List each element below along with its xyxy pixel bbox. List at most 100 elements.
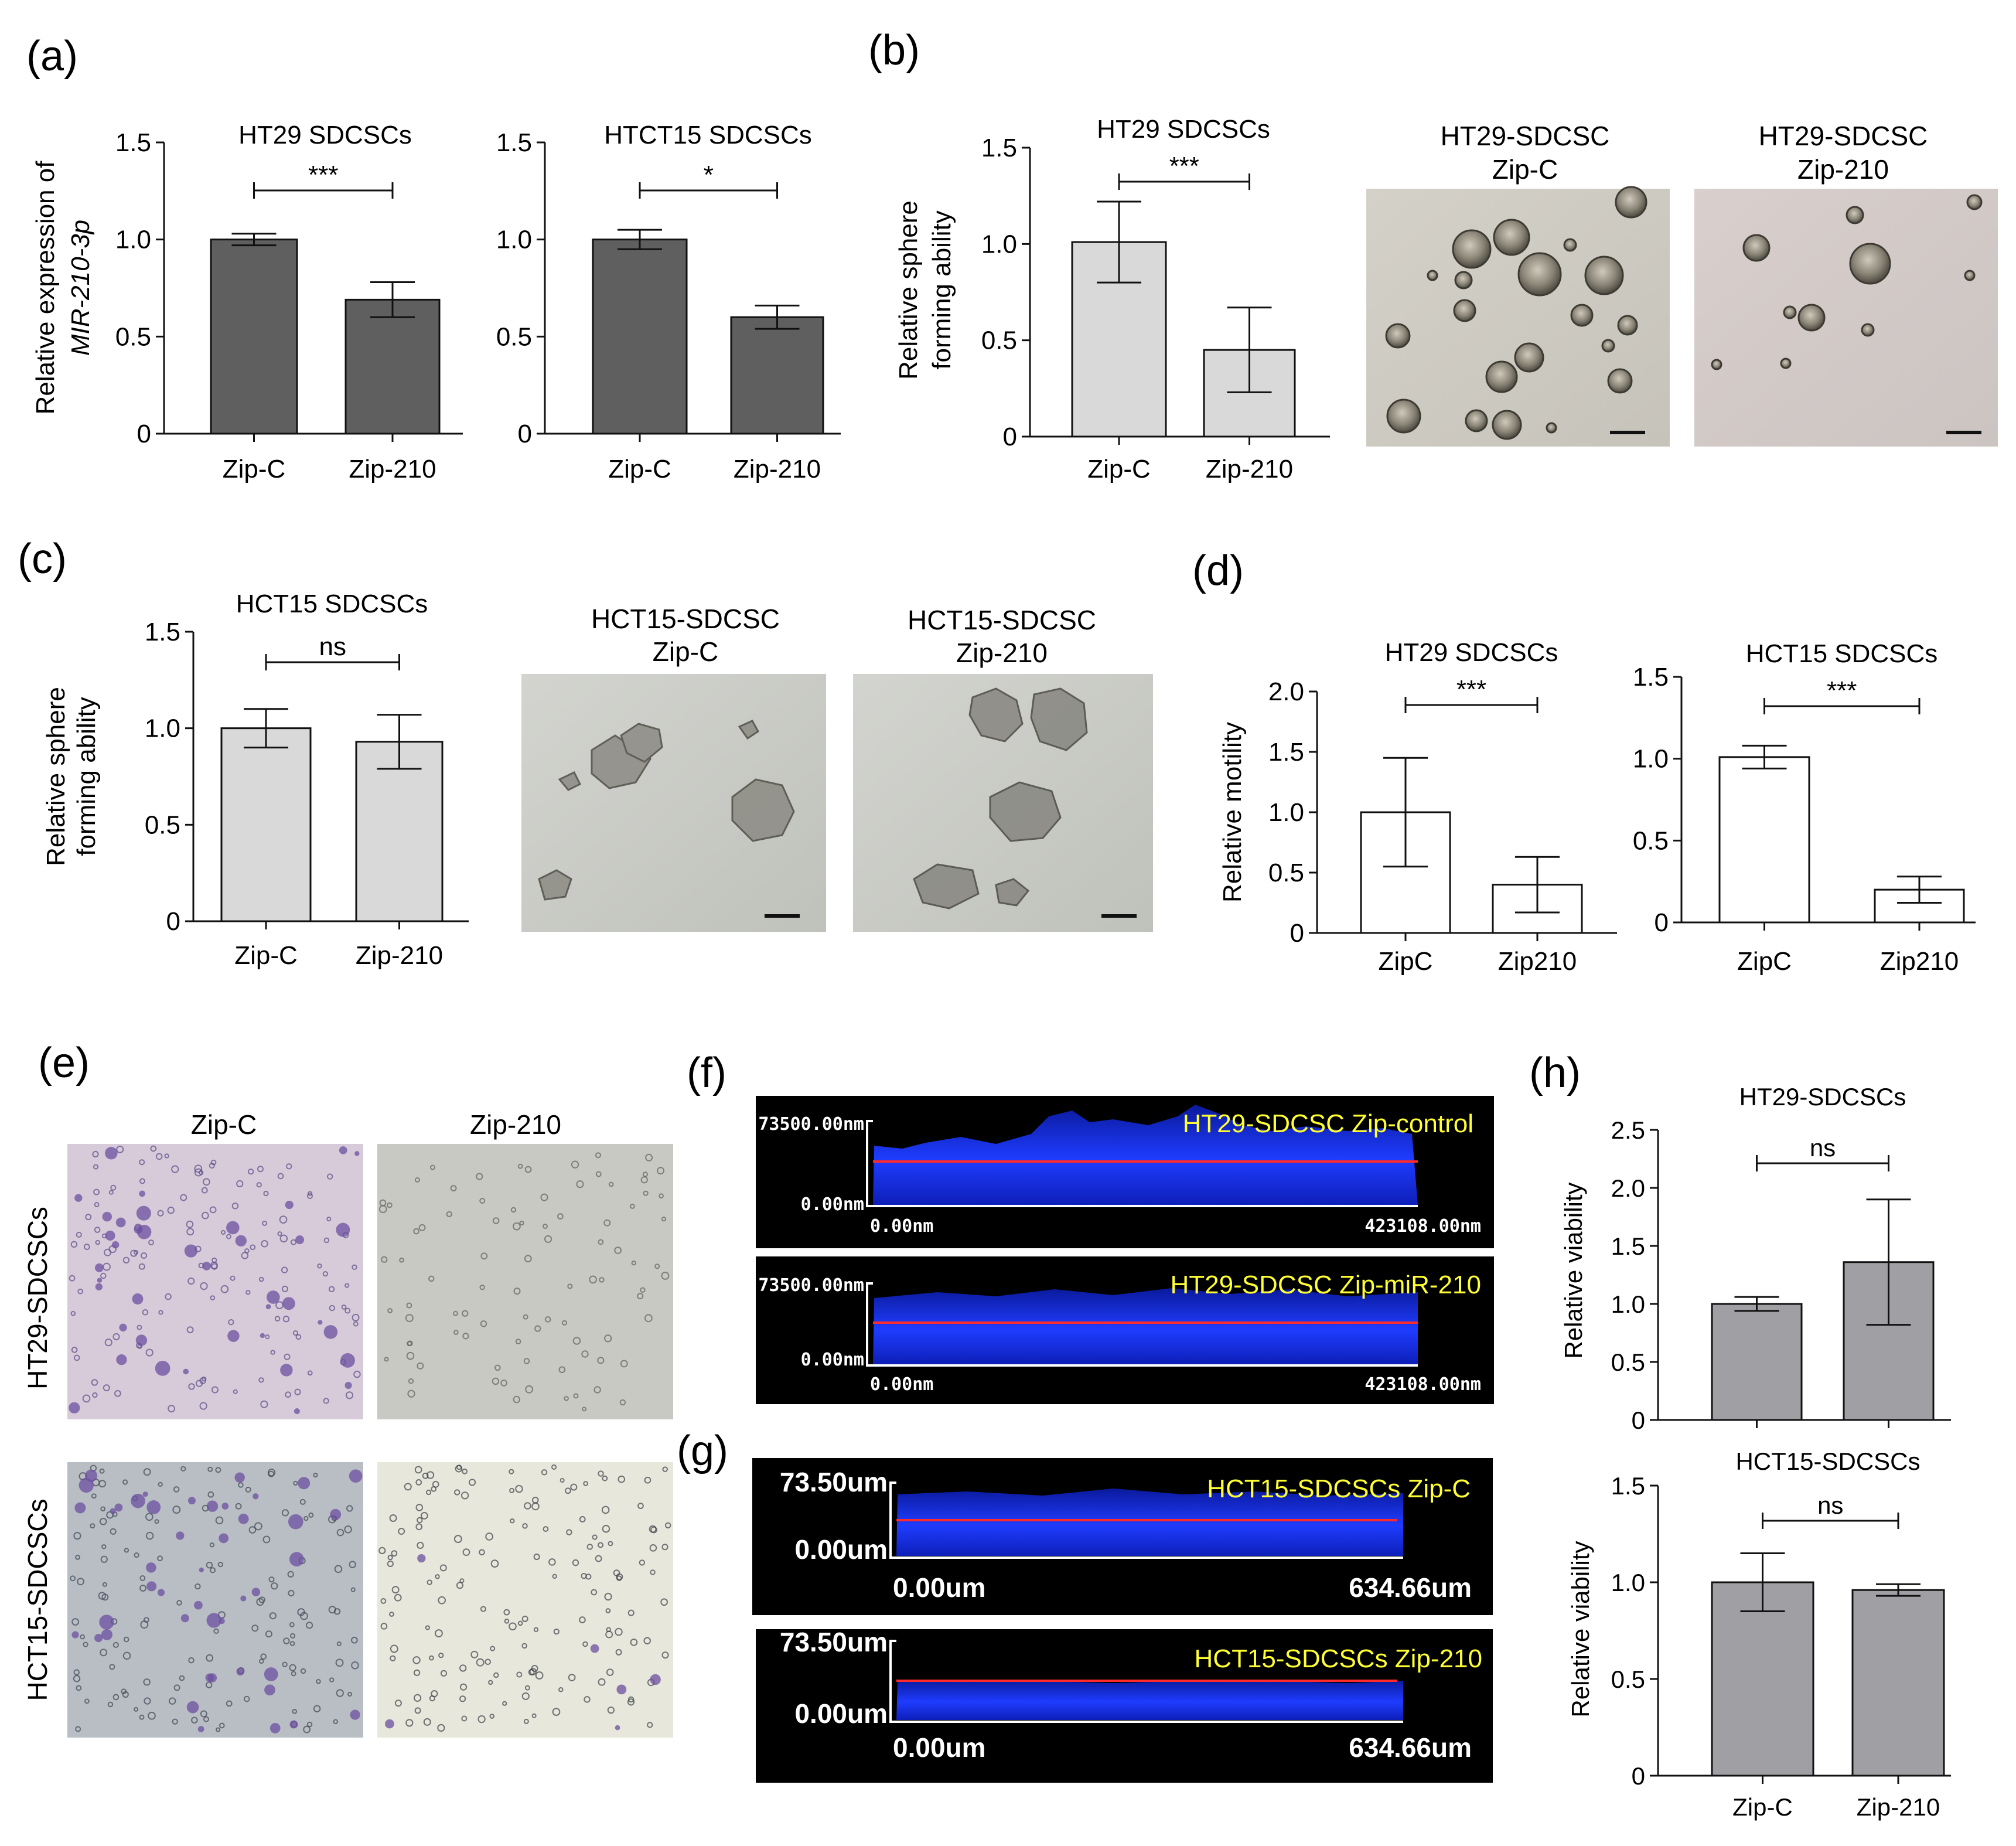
cell-pore bbox=[548, 1558, 556, 1566]
cell-pore bbox=[607, 1706, 615, 1714]
cell-pore bbox=[649, 1544, 657, 1552]
cell-pore bbox=[99, 1468, 105, 1474]
micrograph-b-zipc: HT29-SDCSC Zip-C bbox=[1366, 121, 1670, 447]
cell-pore bbox=[188, 1383, 195, 1390]
cell-pore bbox=[476, 1173, 483, 1180]
stained-cell bbox=[264, 1684, 275, 1696]
cell-pore bbox=[244, 1248, 250, 1254]
chart-a-ht29: 0 0.5 1.0 1.5 Zip-C Zip-210 *** HT29 SDCSCs Rela… bbox=[31, 121, 463, 483]
cell-pore bbox=[122, 1256, 130, 1263]
cell-pore bbox=[521, 1643, 527, 1649]
cell-pore bbox=[631, 1260, 636, 1266]
category-label: ZipC bbox=[1737, 947, 1792, 976]
y-tick-label: 2.0 bbox=[1268, 677, 1304, 706]
category-label: Zip-C bbox=[608, 455, 671, 483]
cell-pore bbox=[251, 1624, 259, 1632]
cell-pore bbox=[164, 1153, 169, 1159]
cell-pore bbox=[510, 1207, 517, 1213]
stained-cell bbox=[234, 1472, 245, 1483]
cell-pore bbox=[352, 1313, 360, 1322]
stained-cell bbox=[180, 1614, 189, 1623]
cell-pore bbox=[384, 1357, 389, 1362]
cell-pore bbox=[352, 1264, 357, 1271]
cell-pore bbox=[289, 1633, 296, 1639]
cell-pore bbox=[91, 1493, 97, 1499]
cell-pore bbox=[171, 1165, 179, 1173]
y-axis-label-2: forming ability bbox=[927, 210, 956, 369]
y-tick-label: 0 bbox=[1632, 1762, 1645, 1790]
cell-pore bbox=[112, 1641, 119, 1648]
cell-pore bbox=[154, 1519, 159, 1524]
y-tick-label: 0.5 bbox=[981, 326, 1017, 355]
cell-pore bbox=[645, 1153, 653, 1162]
stained-cell bbox=[219, 1533, 229, 1544]
cell-pore bbox=[76, 1231, 82, 1238]
cell-pore bbox=[589, 1275, 597, 1284]
cell-pore bbox=[390, 1644, 398, 1653]
cell-pore bbox=[213, 1628, 219, 1634]
cell-pore bbox=[426, 1471, 435, 1479]
stained-cell bbox=[202, 1261, 211, 1271]
stained-cell bbox=[238, 1513, 249, 1524]
cell-pore bbox=[293, 1480, 298, 1486]
cell-pore bbox=[650, 1526, 657, 1534]
cell-pore bbox=[412, 1656, 421, 1664]
stained-cell bbox=[136, 1205, 151, 1221]
y-tick-label: 0.5 bbox=[496, 322, 532, 351]
cell-pore bbox=[460, 1491, 469, 1500]
cell-pore bbox=[297, 1608, 305, 1616]
cell-pore bbox=[524, 1166, 532, 1173]
y-tick-label: 1.0 bbox=[496, 226, 532, 254]
stained-cell bbox=[323, 1325, 338, 1339]
cell-pore bbox=[231, 1203, 239, 1210]
cell-pore bbox=[93, 1188, 100, 1196]
panel-label-b: (b) bbox=[868, 27, 920, 74]
cell-pore bbox=[148, 1239, 154, 1246]
cell-pore bbox=[191, 1716, 198, 1724]
cell-pore bbox=[150, 1145, 157, 1152]
cell-pore bbox=[157, 1555, 163, 1562]
cell-pore bbox=[76, 1685, 82, 1691]
cell-pore bbox=[405, 1719, 414, 1727]
cell-pore bbox=[440, 1670, 448, 1677]
cell-pore bbox=[608, 1541, 613, 1547]
cell-pore bbox=[453, 1310, 458, 1316]
y-tick-label: 1.5 bbox=[1268, 738, 1304, 767]
cell-pore bbox=[287, 1571, 294, 1578]
cell-pore bbox=[606, 1627, 611, 1633]
cell-pore bbox=[134, 1249, 139, 1255]
cell-pore bbox=[399, 1257, 404, 1263]
cell-pore bbox=[112, 1694, 120, 1701]
cell-pore bbox=[313, 1705, 321, 1713]
cell-pore bbox=[323, 1237, 330, 1244]
y-axis-label-2: forming ability bbox=[72, 697, 101, 856]
category-label: Zip-C bbox=[223, 455, 286, 483]
cell-pore bbox=[509, 1622, 517, 1631]
cell-pore bbox=[288, 1590, 295, 1597]
cell-pore bbox=[407, 1340, 413, 1346]
cell-pore bbox=[380, 1623, 388, 1630]
cell-pore bbox=[313, 1473, 318, 1478]
cell-pore bbox=[438, 1653, 444, 1658]
cell-pore bbox=[654, 1263, 660, 1269]
cell-pore bbox=[308, 1512, 314, 1518]
cell-pore bbox=[630, 1639, 638, 1646]
stained-cell bbox=[105, 1147, 118, 1160]
cell-pore bbox=[282, 1316, 290, 1323]
cell-pore bbox=[504, 1618, 510, 1624]
cell-pore bbox=[415, 1479, 422, 1486]
cell-pore bbox=[598, 1239, 604, 1245]
y-tick-label: 0 bbox=[1632, 1406, 1645, 1434]
cell-pore bbox=[209, 1163, 215, 1169]
y-tick-label: 2.5 bbox=[1611, 1116, 1645, 1144]
cell-pore bbox=[606, 1668, 614, 1676]
cell-pore bbox=[597, 1357, 605, 1364]
cell-pore bbox=[141, 1252, 148, 1259]
cell-pore bbox=[268, 1576, 275, 1583]
cell-pore bbox=[418, 1224, 426, 1231]
cell-pore bbox=[303, 1515, 309, 1521]
stained-cell bbox=[94, 1263, 104, 1272]
cell-pore bbox=[353, 1321, 359, 1327]
cell-pore bbox=[143, 1678, 151, 1686]
confocal-y-top: 73.50um bbox=[780, 1467, 888, 1497]
